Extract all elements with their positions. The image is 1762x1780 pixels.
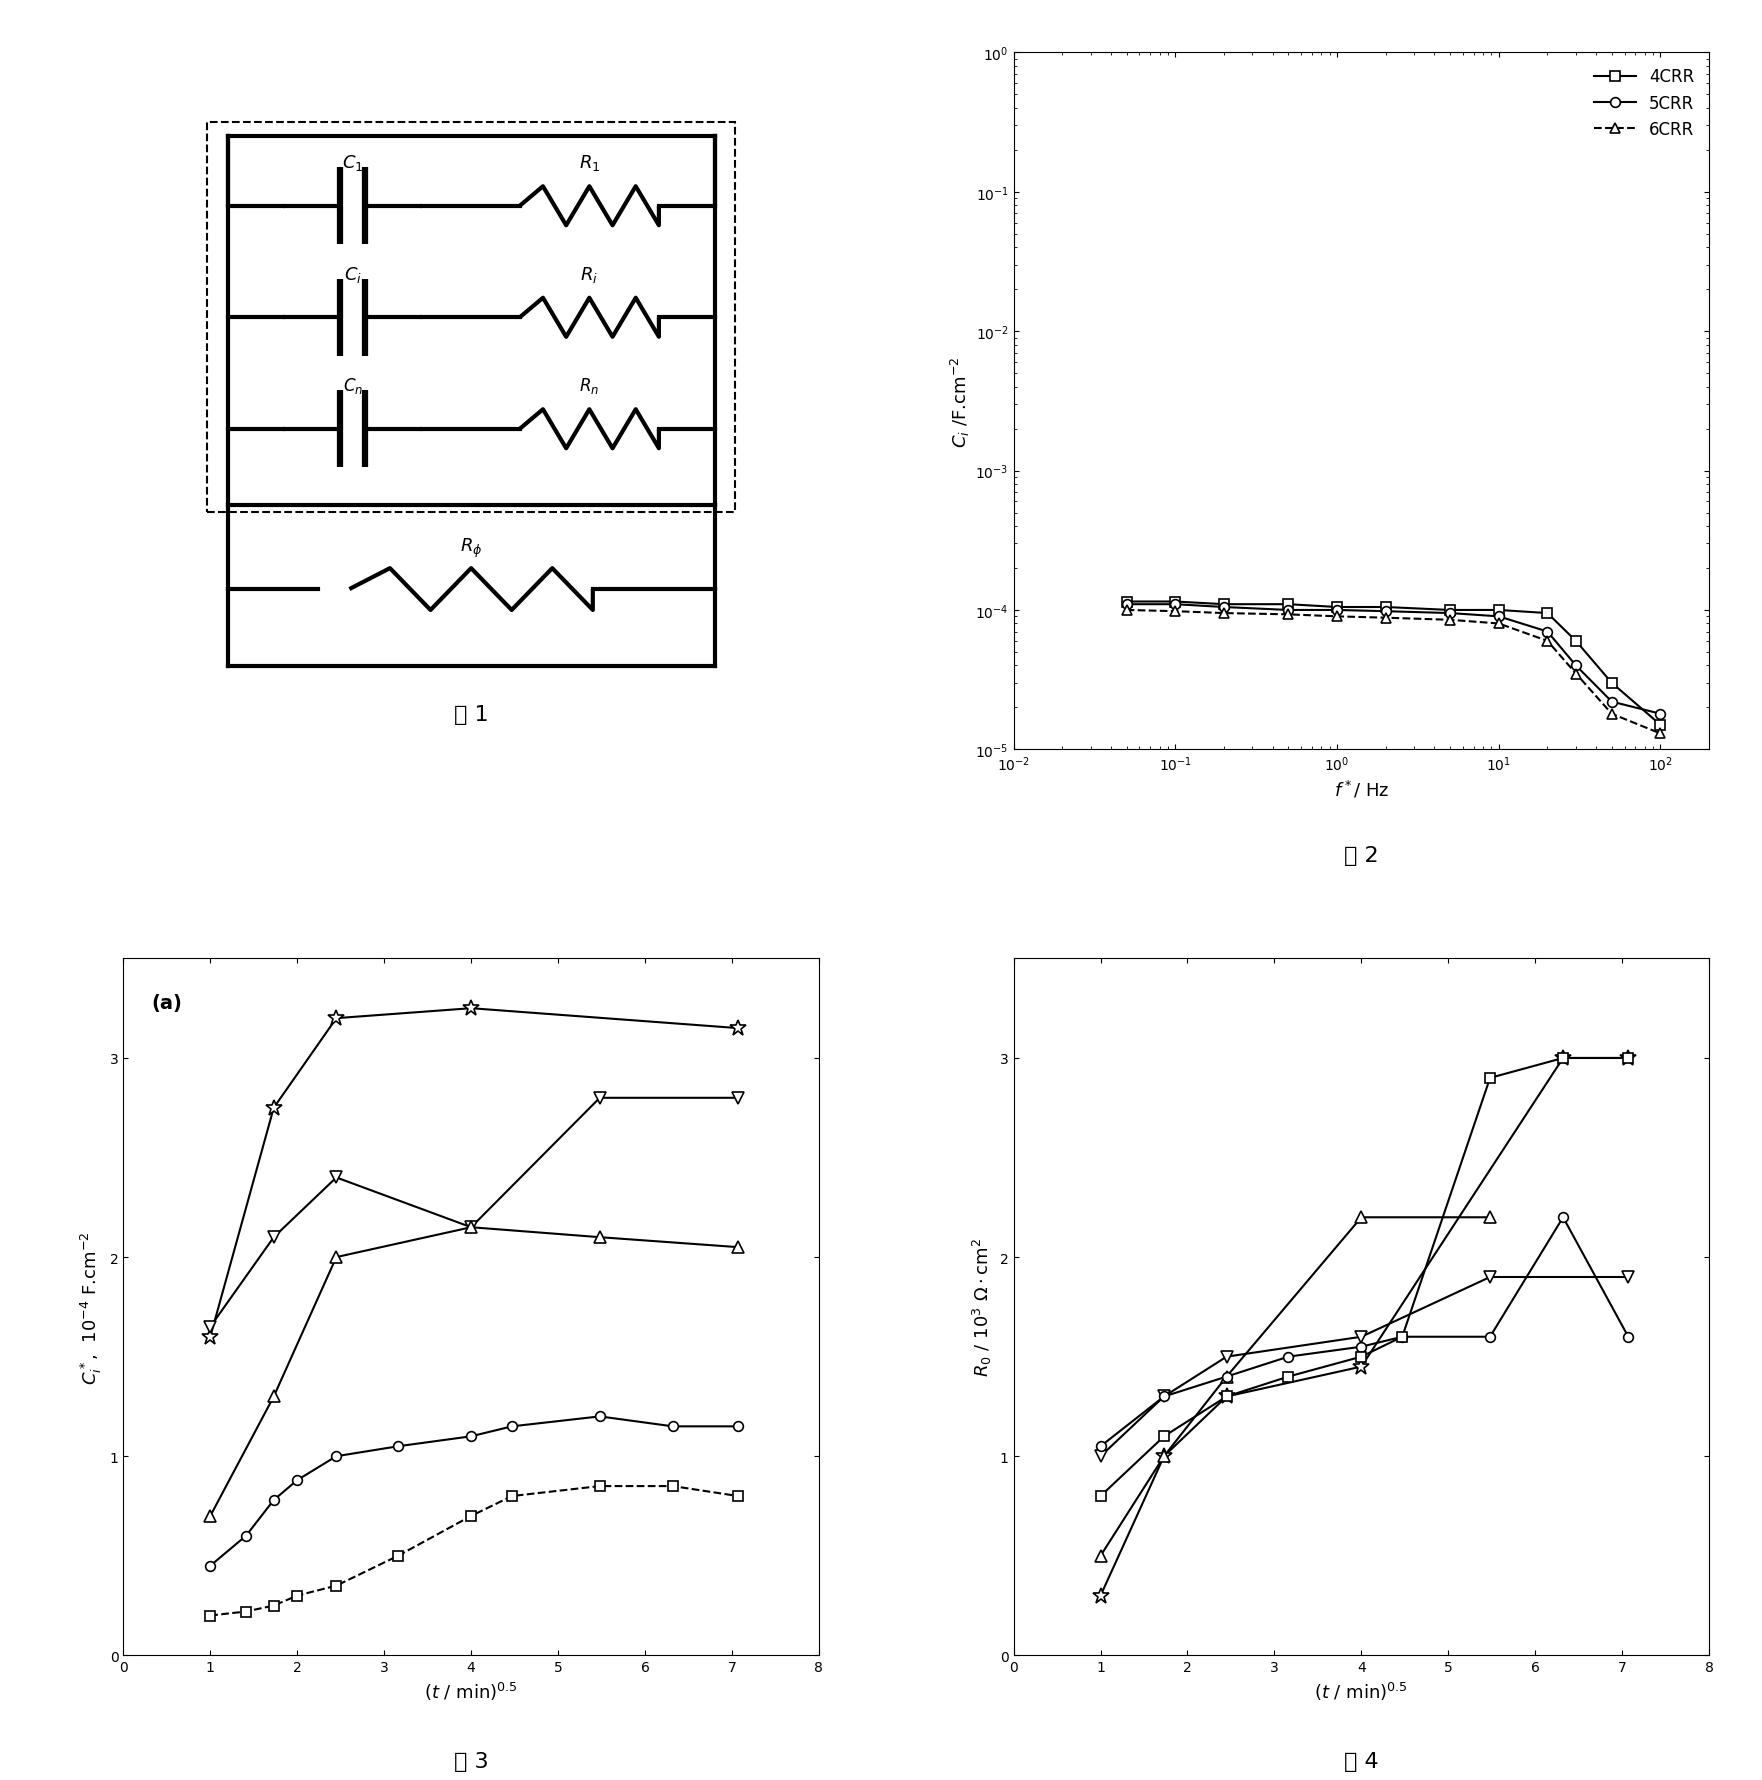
Line: 4CRR: 4CRR	[1122, 598, 1665, 730]
4CRR	[1602, 673, 1623, 694]
5CRR	[1489, 607, 1510, 628]
4CRR	[1115, 591, 1136, 612]
Text: 图 2: 图 2	[1344, 846, 1378, 865]
6CRR	[1327, 607, 1348, 628]
5CRR	[1536, 621, 1558, 643]
Text: 图 3: 图 3	[455, 1752, 488, 1771]
4CRR	[1565, 630, 1586, 651]
X-axis label: $(t\ /\ \mathrm{min})^{0.5}$: $(t\ /\ \mathrm{min})^{0.5}$	[1314, 1680, 1408, 1702]
Text: $C_1$: $C_1$	[342, 153, 363, 173]
Text: $R_1$: $R_1$	[578, 153, 601, 173]
6CRR	[1536, 630, 1558, 651]
Y-axis label: $C_i$ /F.cm$^{-2}$: $C_i$ /F.cm$^{-2}$	[950, 356, 973, 447]
6CRR	[1649, 723, 1670, 744]
6CRR	[1214, 603, 1235, 625]
6CRR	[1489, 614, 1510, 635]
5CRR	[1602, 692, 1623, 714]
5CRR	[1214, 596, 1235, 618]
5CRR	[1374, 602, 1396, 623]
Line: 5CRR: 5CRR	[1122, 600, 1665, 719]
Text: 图 4: 图 4	[1344, 1752, 1378, 1771]
5CRR	[1440, 603, 1461, 625]
Text: 图 1: 图 1	[455, 705, 488, 724]
6CRR	[1565, 664, 1586, 685]
5CRR	[1565, 655, 1586, 676]
4CRR	[1214, 595, 1235, 616]
Text: (a): (a)	[152, 993, 181, 1013]
4CRR	[1440, 600, 1461, 621]
X-axis label: $f^*$/ Hz: $f^*$/ Hz	[1334, 780, 1388, 799]
6CRR	[1115, 600, 1136, 621]
Y-axis label: $C_i^*$,  $10^{-4}$ F.cm$^{-2}$: $C_i^*$, $10^{-4}$ F.cm$^{-2}$	[79, 1230, 104, 1383]
4CRR	[1374, 596, 1396, 618]
4CRR	[1649, 716, 1670, 737]
Y-axis label: $R_0\ /\ 10^3\ \Omega\cdot\mathrm{cm}^2$: $R_0\ /\ 10^3\ \Omega\cdot\mathrm{cm}^2$	[971, 1237, 994, 1376]
6CRR	[1602, 703, 1623, 724]
4CRR	[1165, 591, 1186, 612]
Line: 6CRR: 6CRR	[1122, 605, 1665, 739]
4CRR	[1327, 596, 1348, 618]
5CRR	[1115, 595, 1136, 616]
Text: $R_\phi$: $R_\phi$	[460, 536, 483, 559]
5CRR	[1277, 600, 1299, 621]
4CRR	[1277, 595, 1299, 616]
6CRR	[1277, 605, 1299, 627]
Text: $C_n$: $C_n$	[344, 376, 363, 397]
5CRR	[1649, 703, 1670, 724]
Text: $R_n$: $R_n$	[580, 376, 599, 397]
6CRR	[1374, 607, 1396, 628]
Legend: 4CRR, 5CRR, 6CRR: 4CRR, 5CRR, 6CRR	[1588, 62, 1700, 146]
4CRR	[1489, 600, 1510, 621]
4CRR	[1536, 603, 1558, 625]
X-axis label: $(t\ /\ \mathrm{min})^{0.5}$: $(t\ /\ \mathrm{min})^{0.5}$	[425, 1680, 518, 1702]
5CRR	[1327, 600, 1348, 621]
6CRR	[1440, 611, 1461, 632]
6CRR	[1165, 602, 1186, 623]
Text: $C_i$: $C_i$	[344, 265, 361, 285]
Text: $R_i$: $R_i$	[580, 265, 599, 285]
5CRR	[1165, 595, 1186, 616]
